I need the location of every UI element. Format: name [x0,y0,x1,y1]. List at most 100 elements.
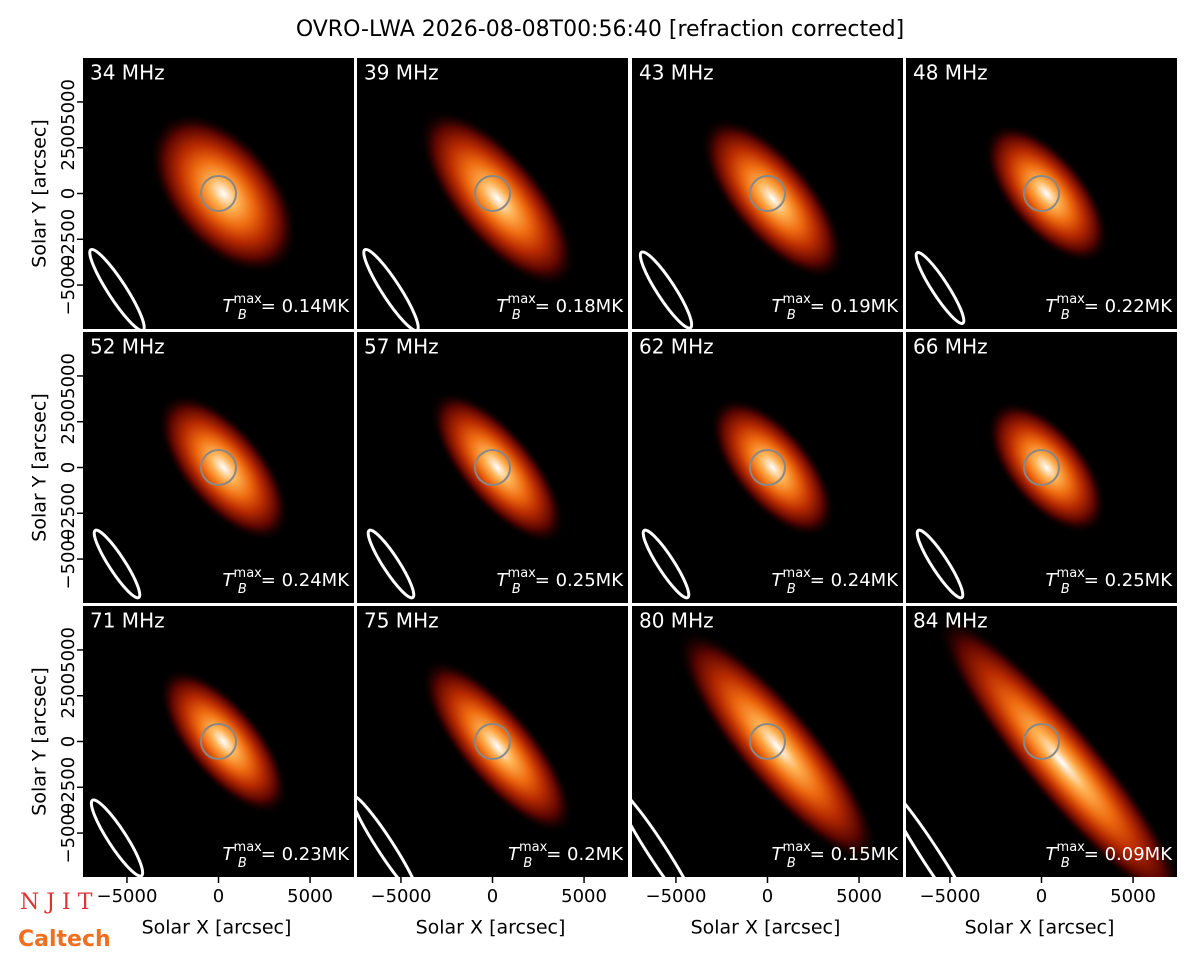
y-tick-label: −5000 [58,803,79,864]
beam [638,250,694,329]
tmax-sup: max [519,840,548,855]
x-tick-label: 0 [487,886,498,907]
x-axis-label: Solar X [arcsec] [142,917,292,939]
tmax-sup: max [234,566,263,581]
y-tick-label: 0 [58,188,79,199]
y-tick-label: −2500 [58,757,79,818]
x-tick-label: 5000 [836,886,882,907]
tmax-symbol: T [772,296,785,317]
x-tick-label: −5000 [97,886,158,907]
tmax-symbol: T [497,296,510,317]
emission [157,393,290,542]
emission [983,123,1110,264]
beam [632,786,701,877]
x-tick-label: 0 [1036,886,1047,907]
tmax-label: Tmax B = 0.25MK [1046,566,1174,597]
tmax-sub: B [787,308,796,323]
solar-disk [474,175,511,212]
image [632,628,879,877]
beam [88,247,146,329]
tmax-symbol: T [508,844,521,865]
tmax-symbol: T [223,296,236,317]
tmax-label: Tmax B = 0.23MK [223,840,351,871]
tmax-value: = 0.24MK [261,570,350,591]
beam [362,247,420,329]
beam [906,783,980,877]
solar-disk [1023,175,1060,212]
emission [149,112,298,275]
tmax-label: Tmax B = 0.18MK [497,292,625,323]
solar-disk [749,723,786,760]
image [88,112,298,329]
tmax-sup: max [1057,840,1086,855]
emission [158,668,289,815]
tmax-label: Tmax B = 0.19MK [772,292,900,323]
tmax-sub: B [1061,856,1070,871]
tmax-symbol: T [497,570,510,591]
beam [641,528,691,600]
tmax-sup: max [783,292,812,307]
x-axis-label: Solar X [arcsec] [416,917,566,939]
figure-title: OVRO-LWA 2026-08-08T00:56:40 [refraction… [296,17,904,42]
emission [709,397,836,538]
image [915,401,1107,600]
frequency-label: 75 MHz [364,609,439,633]
frequency-label: 57 MHz [364,335,439,359]
frequency-label: 66 MHz [913,335,988,359]
image [357,658,574,877]
tmax-sub: B [523,856,532,871]
y-tick-label: 5000 [58,353,79,399]
image [92,393,290,600]
tmax-sub: B [787,582,796,597]
x-axis-label: Solar X [arcsec] [965,917,1115,939]
frequency-label: 62 MHz [639,335,714,359]
tmax-symbol: T [772,570,785,591]
tmax-sub: B [238,308,247,323]
tmax-sub: B [1061,308,1070,323]
solar-disk [749,449,786,486]
tmax-value: = 0.19MK [810,296,899,317]
x-axis-label: Solar X [arcsec] [691,917,841,939]
panel: 66 MHz Tmax B = 0.25MK [906,332,1177,603]
y-axis-label: Solar Y [arcsec] [29,393,51,541]
panel: 57 MHz Tmax B = 0.25MK [357,332,628,603]
frequency-label: 43 MHz [639,61,714,85]
emission [700,117,845,280]
solar-disk [200,723,237,760]
solar-disk [474,449,511,486]
tmax-label: Tmax B = 0.24MK [223,566,351,597]
emission [429,390,566,545]
tmax-sub: B [238,856,247,871]
panel: 39 MHz Tmax B = 0.18MK [357,58,628,329]
logo-njit: N J I T [20,890,93,915]
tmax-symbol: T [1046,844,1059,865]
y-tick-label: 5000 [58,79,79,125]
tmax-label: Tmax B = 0.14MK [223,292,351,323]
tmax-value: = 0.2MK [546,844,624,865]
tmax-sup: max [1057,566,1086,581]
tmax-sub: B [238,582,247,597]
tmax-label: Tmax B = 0.24MK [772,566,900,597]
image [638,117,845,329]
tmax-label: Tmax B = 0.22MK [1046,292,1174,323]
frequency-label: 71 MHz [90,609,165,633]
frequency-label: 84 MHz [913,609,988,633]
frequency-label: 52 MHz [90,335,165,359]
tmax-sup: max [508,566,537,581]
panel: 80 MHz Tmax B = 0.15MK −5000 0 5000 Solar X [ar… [632,606,903,939]
tmax-sup: max [783,840,812,855]
tmax-sub: B [1061,582,1070,597]
y-tick-label: 2500 [58,399,79,445]
solar-disk [200,449,237,486]
frequency-label: 80 MHz [639,609,714,633]
tmax-label: Tmax B = 0.15MK [772,840,900,871]
y-tick-label: −5000 [58,255,79,316]
logo-caltech: Caltech [18,927,111,952]
emission [986,401,1107,534]
y-tick-label: 5000 [58,627,79,673]
x-tick-label: −5000 [646,886,707,907]
y-axis-label: Solar Y [arcsec] [29,119,51,267]
tmax-value: = 0.23MK [261,844,350,865]
panel: 71 MHz Tmax B = 0.23MK −5000 0 5000 Solar X [ar… [29,606,354,939]
frequency-label: 48 MHz [913,61,988,85]
